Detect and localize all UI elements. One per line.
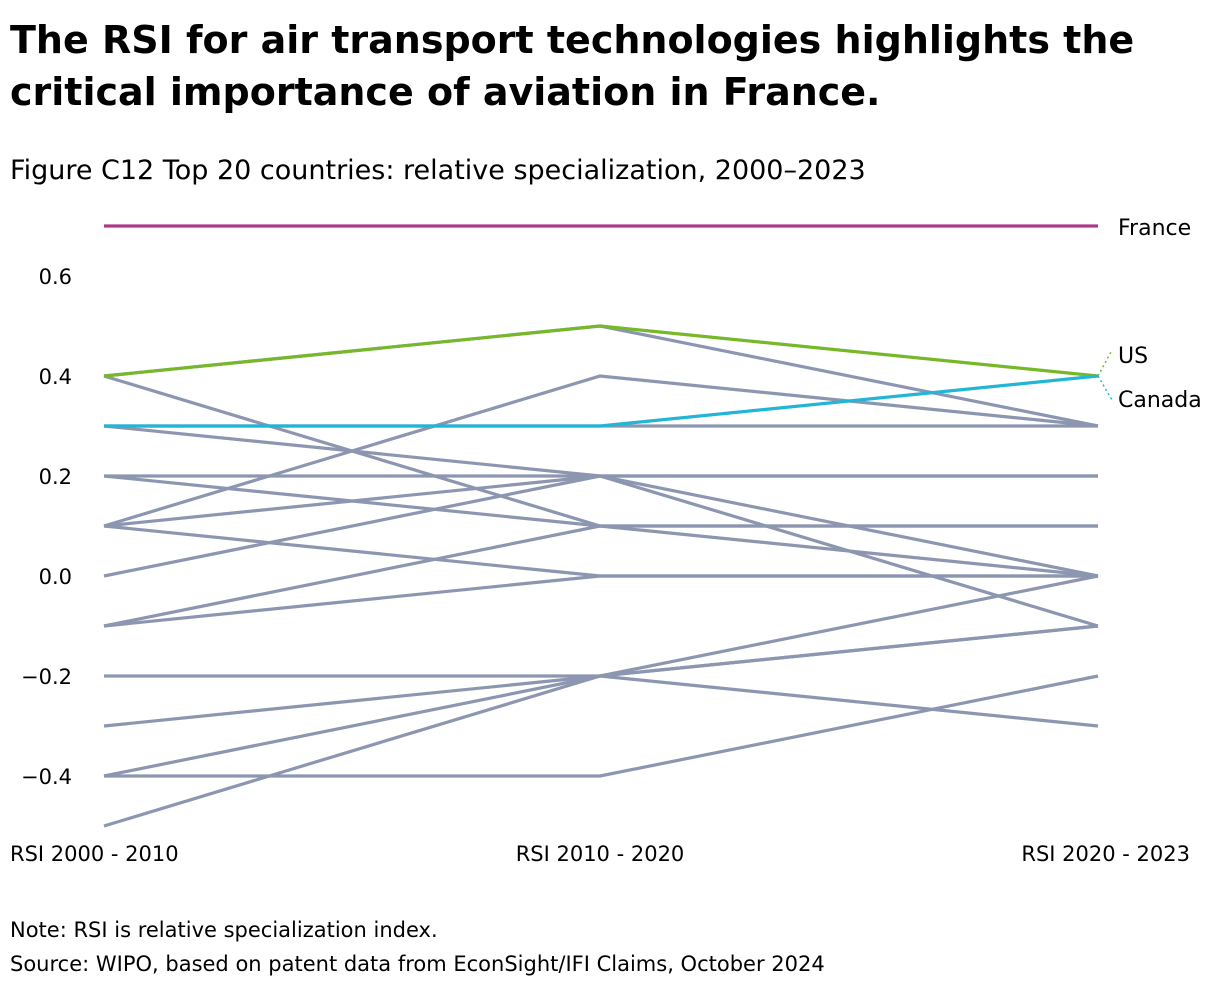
series-line-other	[103, 624, 1099, 828]
chart-source: Source: WIPO, based on patent data from …	[10, 952, 825, 976]
series-label-france: France	[1118, 216, 1191, 241]
us-leader-line	[1097, 349, 1113, 377]
series-line-other	[103, 574, 1099, 728]
canada-leader-line	[1097, 375, 1113, 401]
series-line-other	[103, 374, 1099, 528]
series-line-other	[103, 474, 1098, 578]
x-category-label: RSI 2010 - 2020	[516, 842, 685, 866]
series-line-other	[103, 474, 1099, 628]
y-tick-label: 0.2	[39, 465, 72, 489]
chart-subtitle: Figure C12 Top 20 countries: relative sp…	[10, 155, 866, 186]
series-label-us: US	[1118, 344, 1148, 369]
series-line-us	[103, 324, 1099, 378]
series-line-other	[104, 674, 1099, 778]
series-line-other	[103, 474, 1098, 528]
y-tick-label: 0.4	[39, 365, 72, 389]
series-line-canada	[104, 374, 1099, 428]
chart-note: Note: RSI is relative specialization ind…	[10, 918, 438, 942]
series-line-other	[103, 424, 1099, 578]
series-line-other	[103, 624, 1099, 778]
series-line-other	[104, 674, 1099, 728]
series-line-other	[103, 524, 1098, 578]
y-tick-label: 0.0	[39, 565, 72, 589]
series-line-other	[103, 574, 1098, 628]
x-category-label: RSI 2000 - 2010	[10, 842, 179, 866]
y-tick-label: −0.4	[21, 765, 72, 789]
y-tick-label: 0.6	[39, 265, 72, 289]
y-tick-label: −0.2	[21, 665, 72, 689]
x-category-label: RSI 2020 - 2023	[1021, 842, 1190, 866]
series-line-other	[103, 524, 1098, 628]
chart-title: The RSI for air transport technologies h…	[10, 18, 1135, 114]
series-label-canada: Canada	[1118, 388, 1202, 413]
